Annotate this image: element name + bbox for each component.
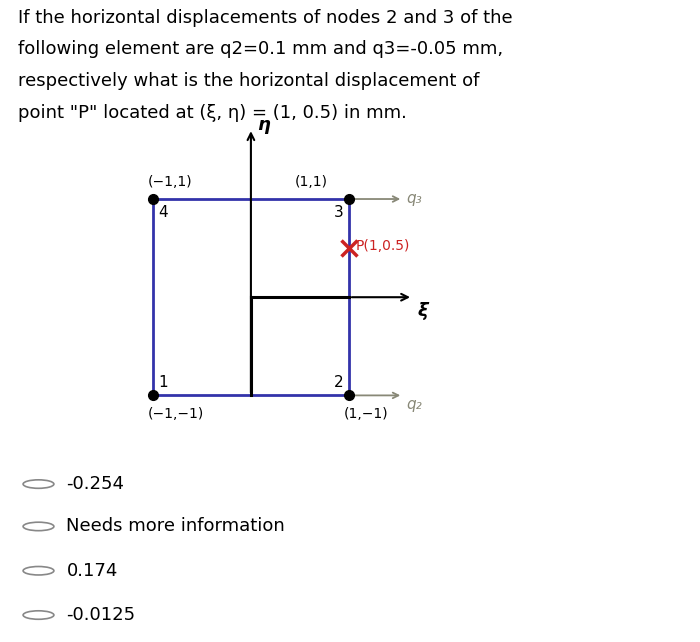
Text: -0.254: -0.254 — [66, 475, 125, 493]
Text: If the horizontal displacements of nodes 2 and 3 of the: If the horizontal displacements of nodes… — [18, 9, 512, 27]
Text: 2: 2 — [334, 374, 343, 390]
Text: 4: 4 — [159, 205, 168, 220]
Text: 0.174: 0.174 — [66, 562, 118, 580]
Text: q₂: q₂ — [406, 397, 422, 412]
Text: ξ: ξ — [418, 302, 428, 320]
Text: respectively what is the horizontal displacement of: respectively what is the horizontal disp… — [18, 72, 479, 90]
Text: 1: 1 — [159, 374, 168, 390]
Text: P(1,0.5): P(1,0.5) — [356, 239, 410, 253]
Text: (−1,−1): (−1,−1) — [148, 407, 204, 421]
Text: (1,−1): (1,−1) — [344, 407, 388, 421]
Text: q₃: q₃ — [406, 191, 422, 205]
Text: following element are q2=0.1 mm and q3=-0.05 mm,: following element are q2=0.1 mm and q3=-… — [18, 40, 503, 58]
Text: -0.0125: -0.0125 — [66, 606, 136, 624]
Text: (1,1): (1,1) — [295, 175, 328, 189]
Text: 3: 3 — [333, 205, 343, 220]
Text: (−1,1): (−1,1) — [148, 175, 192, 189]
Text: point "P" located at (ξ, η) = (1, 0.5) in mm.: point "P" located at (ξ, η) = (1, 0.5) i… — [18, 104, 407, 122]
Text: η: η — [257, 116, 270, 134]
Text: Needs more information: Needs more information — [66, 517, 286, 535]
